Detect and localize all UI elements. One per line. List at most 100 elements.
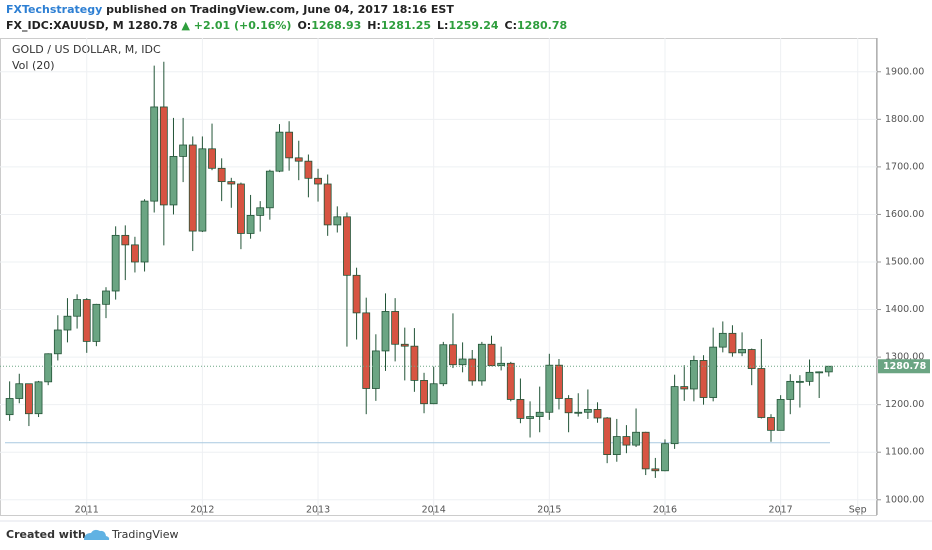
- candle-body: [121, 234, 130, 246]
- ohlc-label: H:: [367, 19, 381, 32]
- candle-body: [15, 383, 24, 399]
- candle-body: [381, 311, 390, 352]
- y-tick-label: 1400.00: [885, 304, 924, 315]
- candle-body: [429, 383, 438, 405]
- candle-body: [651, 468, 660, 472]
- candle-body: [535, 411, 544, 417]
- candle-body: [111, 234, 120, 292]
- candle-body: [728, 332, 737, 354]
- candle-body: [545, 364, 554, 413]
- candle-body: [670, 386, 679, 445]
- ohlc-value: 1280.78: [517, 19, 567, 32]
- symbol-line: FX_IDC:XAUUSD, M 1280.78 ▲ +2.01 (+0.16%…: [6, 19, 567, 32]
- x-tick-label: 2016: [653, 505, 677, 516]
- candle-body: [420, 380, 428, 405]
- y-tick-label: 1600.00: [885, 209, 924, 220]
- candle-body: [709, 346, 718, 398]
- x-tick-label: 2015: [537, 505, 561, 516]
- candle-body: [738, 349, 746, 354]
- candle-body: [487, 343, 496, 367]
- candle-body: [208, 148, 216, 169]
- publish-line: FXTechstrategy published on TradingView.…: [6, 3, 454, 16]
- candle-body: [73, 299, 81, 317]
- candle-body: [497, 362, 506, 367]
- candle-body: [323, 183, 332, 226]
- candle-body: [776, 399, 785, 431]
- candle-body: [718, 332, 727, 348]
- candle-body: [516, 399, 525, 419]
- candle-body: [555, 364, 563, 399]
- candle-body: [169, 156, 178, 206]
- y-tick-label: 1500.00: [885, 256, 924, 267]
- candle-body: [796, 380, 804, 383]
- candle-body: [246, 214, 255, 234]
- candle-body: [198, 148, 207, 232]
- candle-body: [400, 343, 409, 347]
- candle-body: [564, 398, 573, 414]
- candle-body: [131, 244, 139, 263]
- y-tick-label: 1700.00: [885, 161, 924, 172]
- last-price-box: [878, 359, 930, 374]
- candle-body: [44, 353, 53, 383]
- ohlc-label: C:: [505, 19, 517, 32]
- candle-body: [526, 416, 534, 419]
- candle-body: [689, 360, 698, 390]
- ohlc-value: 1268.93: [311, 19, 361, 32]
- candle-body: [439, 344, 448, 385]
- ohlc-label: L:: [437, 19, 448, 32]
- grid: [0, 38, 881, 515]
- candle-body: [188, 144, 197, 232]
- candle-body: [34, 381, 43, 415]
- x-tick-label: 2012: [190, 505, 214, 516]
- candle-body: [622, 436, 631, 446]
- logo[interactable]: [84, 529, 110, 540]
- candle-body: [140, 200, 149, 263]
- chart-subtitle: Vol (20): [12, 59, 55, 72]
- candle-body: [237, 183, 245, 234]
- published: published on TradingView.com, June 04, 2…: [106, 3, 454, 16]
- candle-body: [391, 311, 400, 345]
- candle-body: [757, 368, 766, 418]
- ohlc: O:1268.93 H:1281.25 L:1259.24 C:1280.78: [297, 19, 567, 32]
- candle-body: [805, 371, 814, 382]
- change: ▲ +2.01 (+0.16%): [182, 19, 292, 32]
- candle-body: [603, 417, 612, 456]
- brand[interactable]: TradingView: [111, 528, 178, 541]
- candle-body: [227, 181, 236, 185]
- publisher[interactable]: FXTechstrategy: [6, 3, 102, 16]
- y-tick-label: 1300.00: [885, 352, 924, 363]
- x-tick-label: 2011: [75, 505, 99, 516]
- candle-body: [159, 106, 168, 206]
- x-tick-label: 2014: [422, 505, 446, 516]
- candle-body: [53, 329, 62, 355]
- y-tick-label: 1800.00: [885, 114, 924, 125]
- candle-body: [92, 303, 101, 342]
- candle-body: [699, 360, 708, 398]
- candle-body: [661, 443, 669, 472]
- y-tick-label: 1000.00: [885, 494, 924, 505]
- candle-body: [410, 345, 419, 381]
- candle-body: [477, 343, 486, 382]
- candle-body: [574, 411, 583, 414]
- candle-body: [786, 380, 795, 400]
- x-tick-label: Sep: [849, 505, 867, 516]
- candle-body: [333, 216, 342, 226]
- candle-body: [583, 409, 592, 413]
- y-tick-label: 1100.00: [885, 447, 924, 458]
- candle-body: [767, 417, 775, 431]
- candle-body: [815, 371, 824, 374]
- candle-body: [362, 312, 371, 389]
- symbol: FX_IDC:XAUUSD, M: [6, 19, 124, 32]
- candle-body: [5, 398, 14, 416]
- candle-body: [747, 349, 756, 369]
- ohlc-value: 1259.24: [448, 19, 498, 32]
- y-tick-label: 1900.00: [885, 66, 924, 77]
- ohlc-value: 1281.25: [381, 19, 431, 32]
- candle-body: [458, 358, 467, 366]
- candle-body: [824, 365, 833, 373]
- last-price-label: 1280.78: [883, 361, 927, 372]
- created-with: Created with: [6, 528, 86, 541]
- candle-body: [304, 160, 313, 179]
